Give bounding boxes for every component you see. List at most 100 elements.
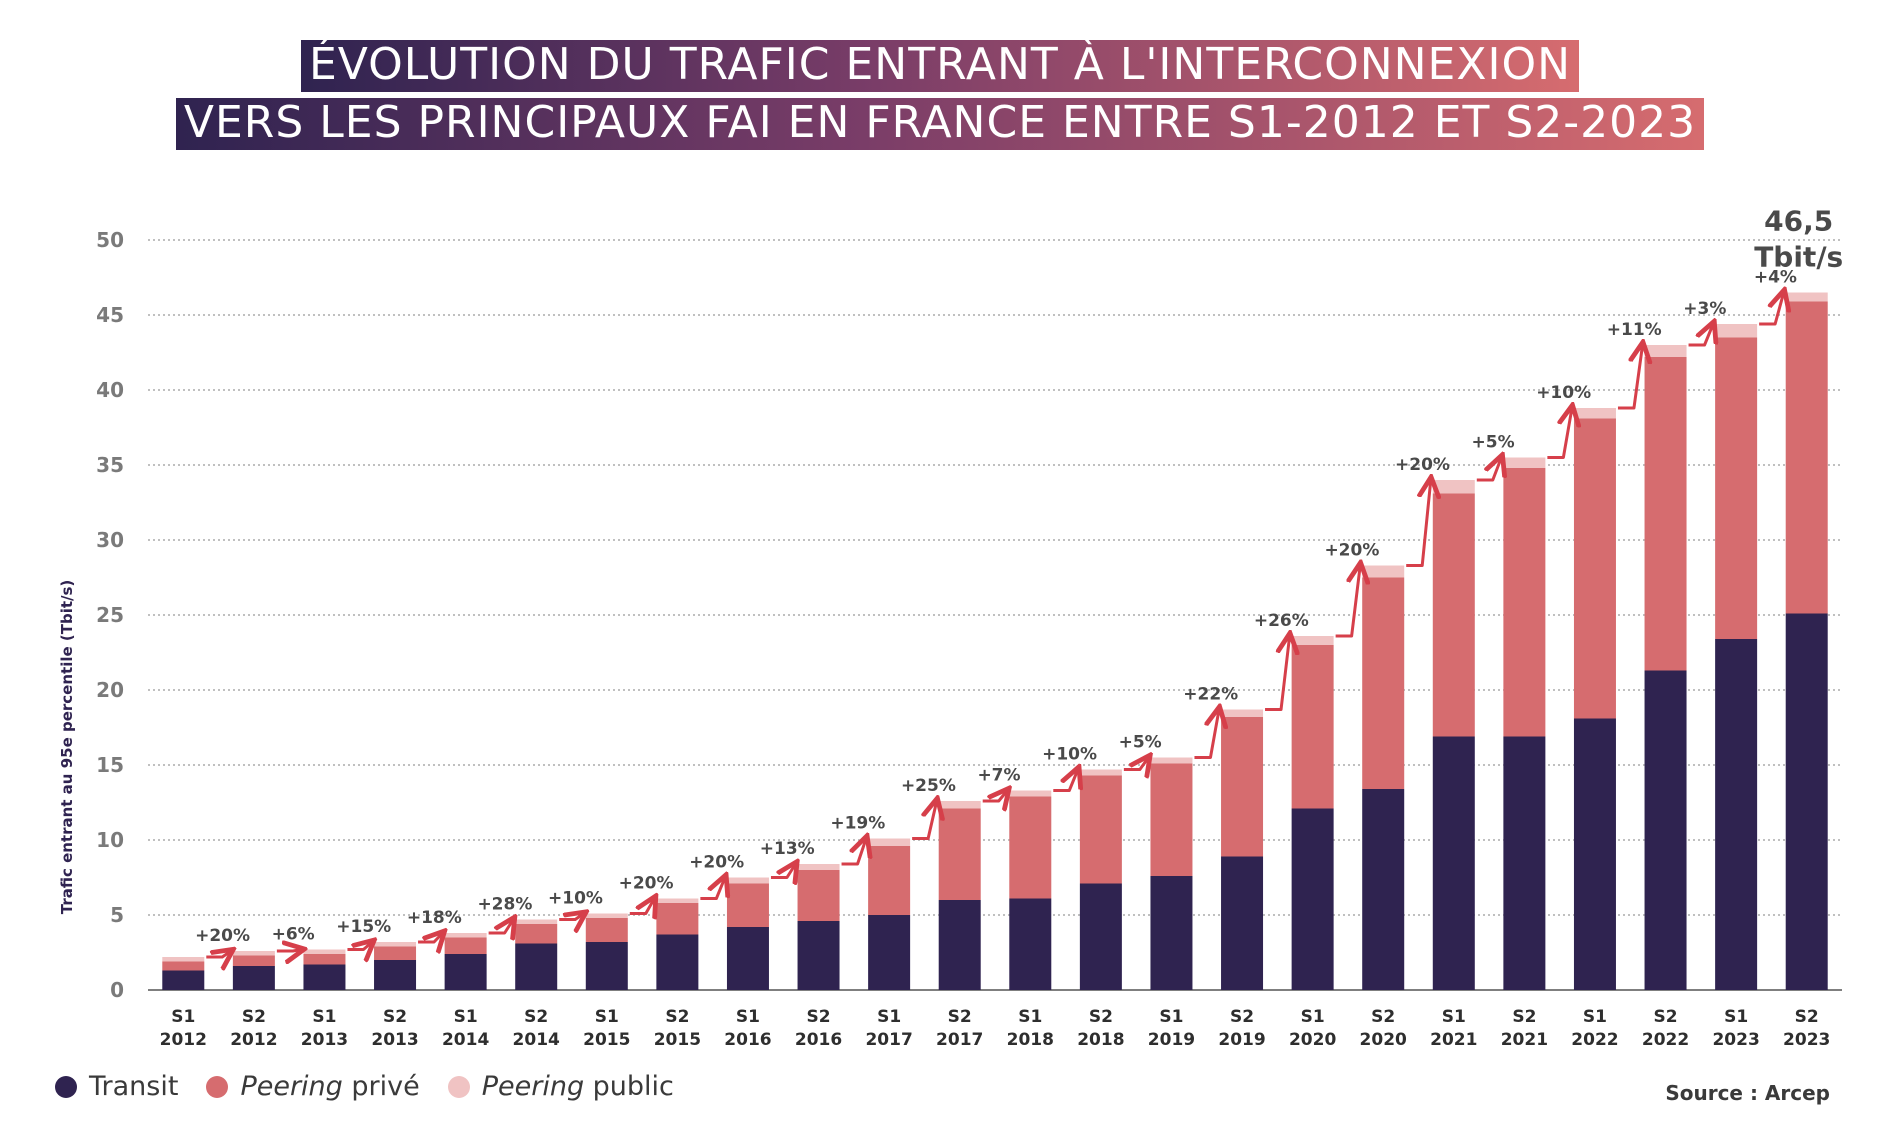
growth-arrow (1194, 710, 1219, 759)
bar-segment-peering-public (1715, 324, 1758, 338)
x-tick-label-half: S1 (1018, 1007, 1042, 1027)
growth-arrow (1547, 408, 1572, 459)
bar-segment-peering-public (1079, 769, 1122, 776)
x-tick-label-half: S2 (1795, 1007, 1819, 1027)
y-tick-label: 30 (96, 528, 124, 552)
growth-label: +18% (407, 908, 462, 928)
bar-segment-transit (797, 921, 840, 990)
growth-label: +19% (830, 814, 885, 834)
growth-arrow (1265, 636, 1290, 711)
growth-arrow (488, 920, 514, 934)
x-tick-label-half: S2 (242, 1007, 266, 1027)
bar-segment-peering-prive (374, 946, 417, 960)
growth-label: +10% (548, 889, 603, 909)
growth-arrow (1688, 324, 1714, 347)
bar-segment-peering-prive (1432, 493, 1475, 737)
bar-segment-peering-prive (1150, 763, 1193, 876)
y-axis-label: Trafic entrant au 95e percentile (Tbit/s… (58, 580, 76, 915)
x-tick-label-half: S2 (948, 1007, 972, 1027)
bar-segment-peering-prive (656, 903, 699, 935)
bar-segment-peering-prive (515, 924, 558, 944)
bar-segment-peering-public (444, 933, 487, 938)
growth-arrow (1406, 480, 1431, 567)
legend-label-public-rest: public (584, 1071, 674, 1102)
growth-label: +5% (1119, 733, 1162, 753)
legend-swatch-transit (55, 1075, 77, 1098)
x-tick-label-year: 2020 (1360, 1030, 1407, 1050)
growth-arrow (700, 878, 725, 900)
x-tick-label-year: 2018 (1077, 1030, 1124, 1050)
y-tick-label: 20 (96, 678, 124, 702)
x-tick-label-year: 2016 (795, 1030, 842, 1050)
y-tick-label: 40 (96, 378, 124, 402)
bar-segment-peering-public (1009, 790, 1052, 797)
x-tick-label-half: S2 (524, 1007, 548, 1027)
bar-segment-peering-public (1503, 457, 1546, 468)
bar-segment-transit (515, 943, 558, 990)
bar-segment-transit (374, 960, 417, 990)
bar-segment-peering-prive (162, 961, 205, 971)
legend-item-public: Peering public (447, 1071, 674, 1102)
x-tick-label-half: S2 (1654, 1007, 1678, 1027)
bar-segment-peering-public (1573, 408, 1616, 419)
x-tick-label-year: 2012 (230, 1030, 277, 1050)
growth-arrow (770, 864, 796, 878)
growth-arrow (1759, 293, 1784, 326)
y-tick-label: 15 (96, 753, 124, 777)
x-tick-label-year: 2013 (301, 1030, 348, 1050)
growth-arrow (1123, 758, 1149, 770)
x-tick-label-half: S1 (1301, 1007, 1325, 1027)
x-tick-label-half: S2 (1230, 1007, 1254, 1027)
title-line-2: VERS LES PRINCIPAUX FAI EN FRANCE ENTRE … (175, 98, 1705, 150)
growth-arrow (1617, 345, 1643, 410)
growth-arrow (912, 801, 937, 840)
title-line-1: ÉVOLUTION DU TRAFIC ENTRANT À L'INTERCON… (300, 40, 1580, 92)
x-tick-label-half: S2 (383, 1007, 407, 1027)
bar-segment-peering-prive (1362, 577, 1405, 789)
bar-segment-peering-public (938, 801, 981, 809)
growth-arrow (276, 950, 302, 952)
y-axis-ticks: 0 5 10 15 20 25 30 35 40 45 50 (96, 228, 124, 1002)
bar-segment-peering-public (1221, 709, 1264, 717)
bar-segment-transit (1150, 876, 1193, 990)
growth-arrow (982, 791, 1008, 802)
bar-segment-peering-prive (1573, 418, 1616, 719)
bar-segment-transit (1503, 736, 1546, 990)
growth-label: +3% (1683, 299, 1726, 319)
x-tick-label-year: 2021 (1501, 1030, 1548, 1050)
bar-segment-transit (1362, 789, 1405, 990)
bar-segment-transit (162, 970, 205, 990)
growth-arrow (418, 933, 443, 942)
legend-label-private: Peering privé (240, 1071, 419, 1102)
bar-segment-peering-prive (797, 870, 840, 921)
bar-segment-peering-prive (1715, 337, 1758, 639)
bar-segment-peering-public (797, 864, 840, 870)
y-tick-label: 35 (96, 453, 124, 477)
bar-segment-peering-prive (1503, 468, 1546, 737)
bar-segment-transit (1221, 856, 1264, 990)
gridlines (148, 239, 1842, 991)
bar-segment-peering-prive (1009, 796, 1052, 899)
final-value-label: 46,5 (1764, 205, 1833, 238)
y-tick-label: 50 (96, 228, 124, 252)
legend-label-transit: Transit (89, 1071, 179, 1102)
x-tick-label-half: S1 (736, 1007, 760, 1027)
bar-segment-transit (1715, 639, 1758, 990)
growth-label: +26% (1254, 611, 1309, 631)
bar-segment-peering-prive (585, 918, 628, 942)
bar-segment-transit (1644, 670, 1687, 990)
x-tick-label-year: 2021 (1430, 1030, 1477, 1050)
x-tick-label-year: 2013 (371, 1030, 418, 1050)
growth-label: +11% (1607, 320, 1662, 340)
x-tick-label-year: 2015 (654, 1030, 701, 1050)
bar-segment-peering-prive (303, 954, 346, 965)
bar-segment-transit (232, 966, 275, 990)
x-tick-label-half: S2 (1371, 1007, 1395, 1027)
growth-label: +4% (1754, 268, 1797, 288)
bar-segment-transit (1573, 718, 1616, 990)
x-tick-label-half: S2 (665, 1007, 689, 1027)
x-tick-label-year: 2020 (1289, 1030, 1336, 1050)
legend-swatch-private (206, 1075, 229, 1098)
bar-segment-peering-public (1432, 480, 1475, 494)
